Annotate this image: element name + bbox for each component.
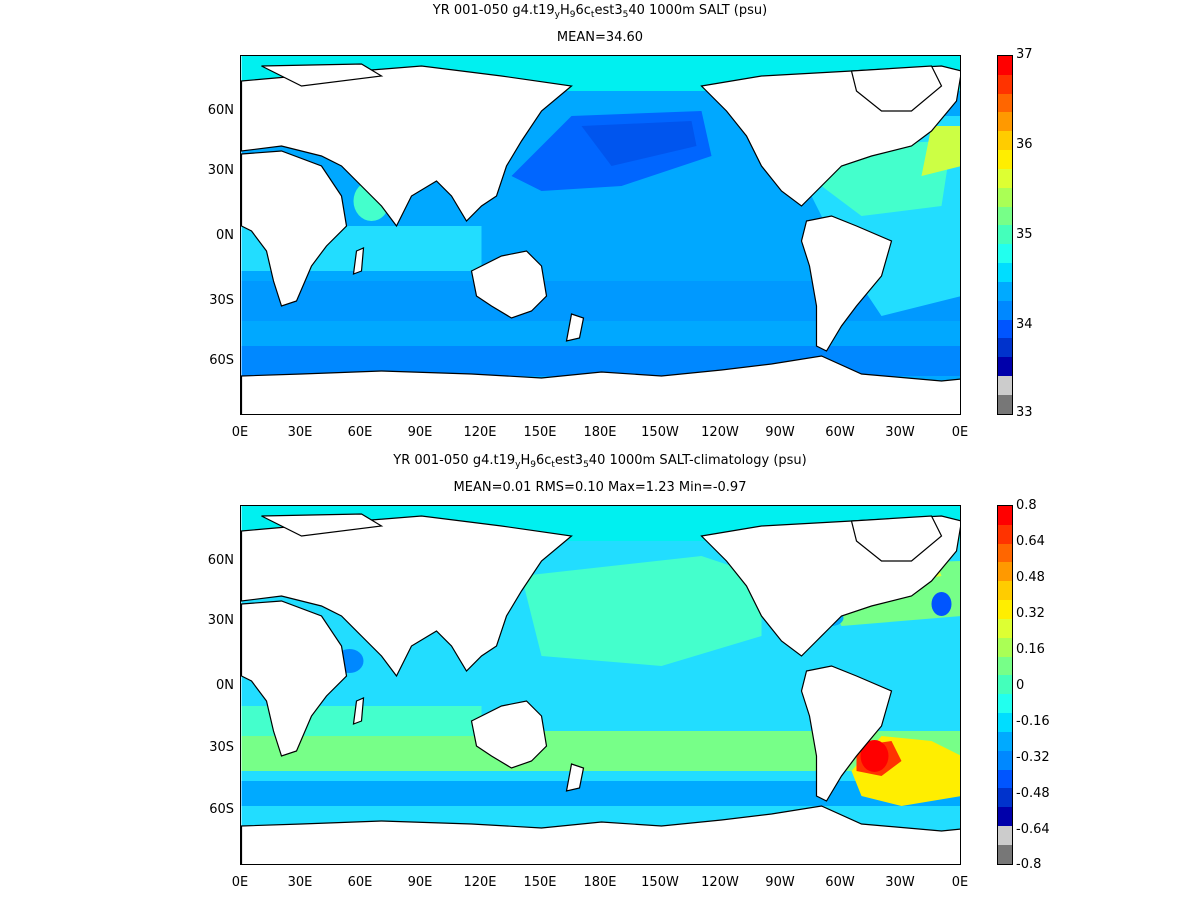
colorbar-segment [998,112,1012,132]
colorbar-segment [998,543,1012,563]
panel1-lon-180e: 180E [583,425,617,440]
colorbar-segment [998,244,1012,264]
panel1-lon-0e-end: 0E [951,425,969,440]
panel1-stats: MEAN=34.60 [556,30,644,45]
panel2-lon-0e: 0E [231,875,249,890]
panel1-map [240,55,961,415]
panel2-lon-120e: 120E [463,875,497,890]
panel2-lon-90e: 90E [407,875,433,890]
colorbar-segment [998,300,1012,320]
colorbar-segment [998,206,1012,226]
panel1-lon-90e: 90E [407,425,433,440]
panel1-lon-60w: 60W [825,425,855,440]
colorbar-segment [998,807,1012,827]
colorbar-segment [998,694,1012,714]
panel2-colorbar-label: -0.8 [1016,857,1042,872]
panel2-lon-30w: 30W [885,875,915,890]
panel1-lat-0n: 0N [216,228,234,243]
panel1-lon-30w: 30W [885,425,915,440]
colorbar-segment [998,618,1012,638]
panel2-lon-60w: 60W [825,875,855,890]
colorbar-segment [998,56,1012,75]
panel1-lon-150w: 150W [641,425,679,440]
colorbar-segment [998,524,1012,544]
colorbar-segment [998,281,1012,301]
panel2-lat-30s: 30S [209,740,234,755]
panel2-lon-90w: 90W [765,875,795,890]
colorbar-segment [998,225,1012,245]
panel2-lat-0n: 0N [216,678,234,693]
panel2-colorbar-label: -0.16 [1016,714,1050,729]
colorbar-segment [998,131,1012,151]
colorbar-segment [998,731,1012,751]
panel2-colorbar-label: 0.8 [1016,498,1037,513]
panel2-lon-150e: 150E [523,875,557,890]
panel1-lat-30s: 30S [209,293,234,308]
colorbar-segment [998,788,1012,808]
colorbar-segment [998,74,1012,94]
colorbar-segment [998,150,1012,169]
panel2-lon-30e: 30E [287,875,313,890]
panel1-lon-120e: 120E [463,425,497,440]
panel1-colorbar-label: 35 [1016,227,1033,242]
colorbar-segment [998,357,1012,377]
panel2-colorbar-label: 0.48 [1016,570,1045,585]
colorbar-segment [998,93,1012,113]
panel2-colorbar-label: 0.16 [1016,642,1045,657]
panel1-lon-150e: 150E [523,425,557,440]
panel1-colorbar-label: 36 [1016,137,1033,152]
panel2-stats: MEAN=0.01 RMS=0.10 Max=1.23 Min=-0.97 [453,480,747,495]
panel2-lat-60n: 60N [207,553,234,568]
panel1-lat-60s: 60S [209,353,234,368]
colorbar-segment [998,187,1012,207]
panel2-lat-30n: 30N [207,613,234,628]
colorbar-segment [998,675,1012,695]
colorbar-segment [998,168,1012,188]
panel1-colorbar [997,55,1013,415]
panel1-lon-0e: 0E [231,425,249,440]
colorbar-segment [998,394,1012,414]
panel2-lon-60e: 60E [347,875,373,890]
colorbar-segment [998,769,1012,789]
colorbar-segment [998,562,1012,582]
panel1-colorbar-label: 33 [1016,405,1033,420]
colorbar-segment [998,656,1012,676]
panel2-lon-180e: 180E [583,875,617,890]
panel1-lat-60n: 60N [207,103,234,118]
panel2-map [240,505,961,865]
colorbar-segment [998,506,1012,525]
panel2-colorbar-label: -0.64 [1016,822,1050,837]
panel2-colorbar-label: 0.32 [1016,606,1045,621]
panel1-colorbar-label: 37 [1016,47,1033,62]
panel2-lon-0e-end: 0E [951,875,969,890]
colorbar-segment [998,600,1012,619]
panel2-colorbar [997,505,1013,865]
panel1-lon-60e: 60E [347,425,373,440]
colorbar-segment [998,826,1012,845]
colorbar-segment [998,319,1012,339]
colorbar-segment [998,581,1012,601]
panel1-lat-30n: 30N [207,163,234,178]
colorbar-segment [998,750,1012,770]
colorbar-segment [998,637,1012,657]
panel2-colorbar-label: -0.48 [1016,786,1050,801]
panel2-title: YR 001-050 g4.t19yH96ctest3540 1000m SAL… [393,453,807,470]
panel2-lat-60s: 60S [209,802,234,817]
panel2-lon-120w: 120W [701,875,739,890]
panel2-colorbar-label: 0.64 [1016,534,1045,549]
panel2-colorbar-label: 0 [1016,678,1025,693]
colorbar-segment [998,713,1012,732]
colorbar-segment [998,376,1012,395]
panel1-lon-90w: 90W [765,425,795,440]
colorbar-segment [998,263,1012,282]
panel1-lon-30e: 30E [287,425,313,440]
colorbar-segment [998,844,1012,864]
panel1-colorbar-label: 34 [1016,317,1033,332]
panel1-lon-120w: 120W [701,425,739,440]
panel2-colorbar-label: -0.32 [1016,750,1050,765]
colorbar-segment [998,338,1012,358]
panel1-title: YR 001-050 g4.t19yH96ctest3540 1000m SAL… [432,3,768,20]
panel2-lon-150w: 150W [641,875,679,890]
